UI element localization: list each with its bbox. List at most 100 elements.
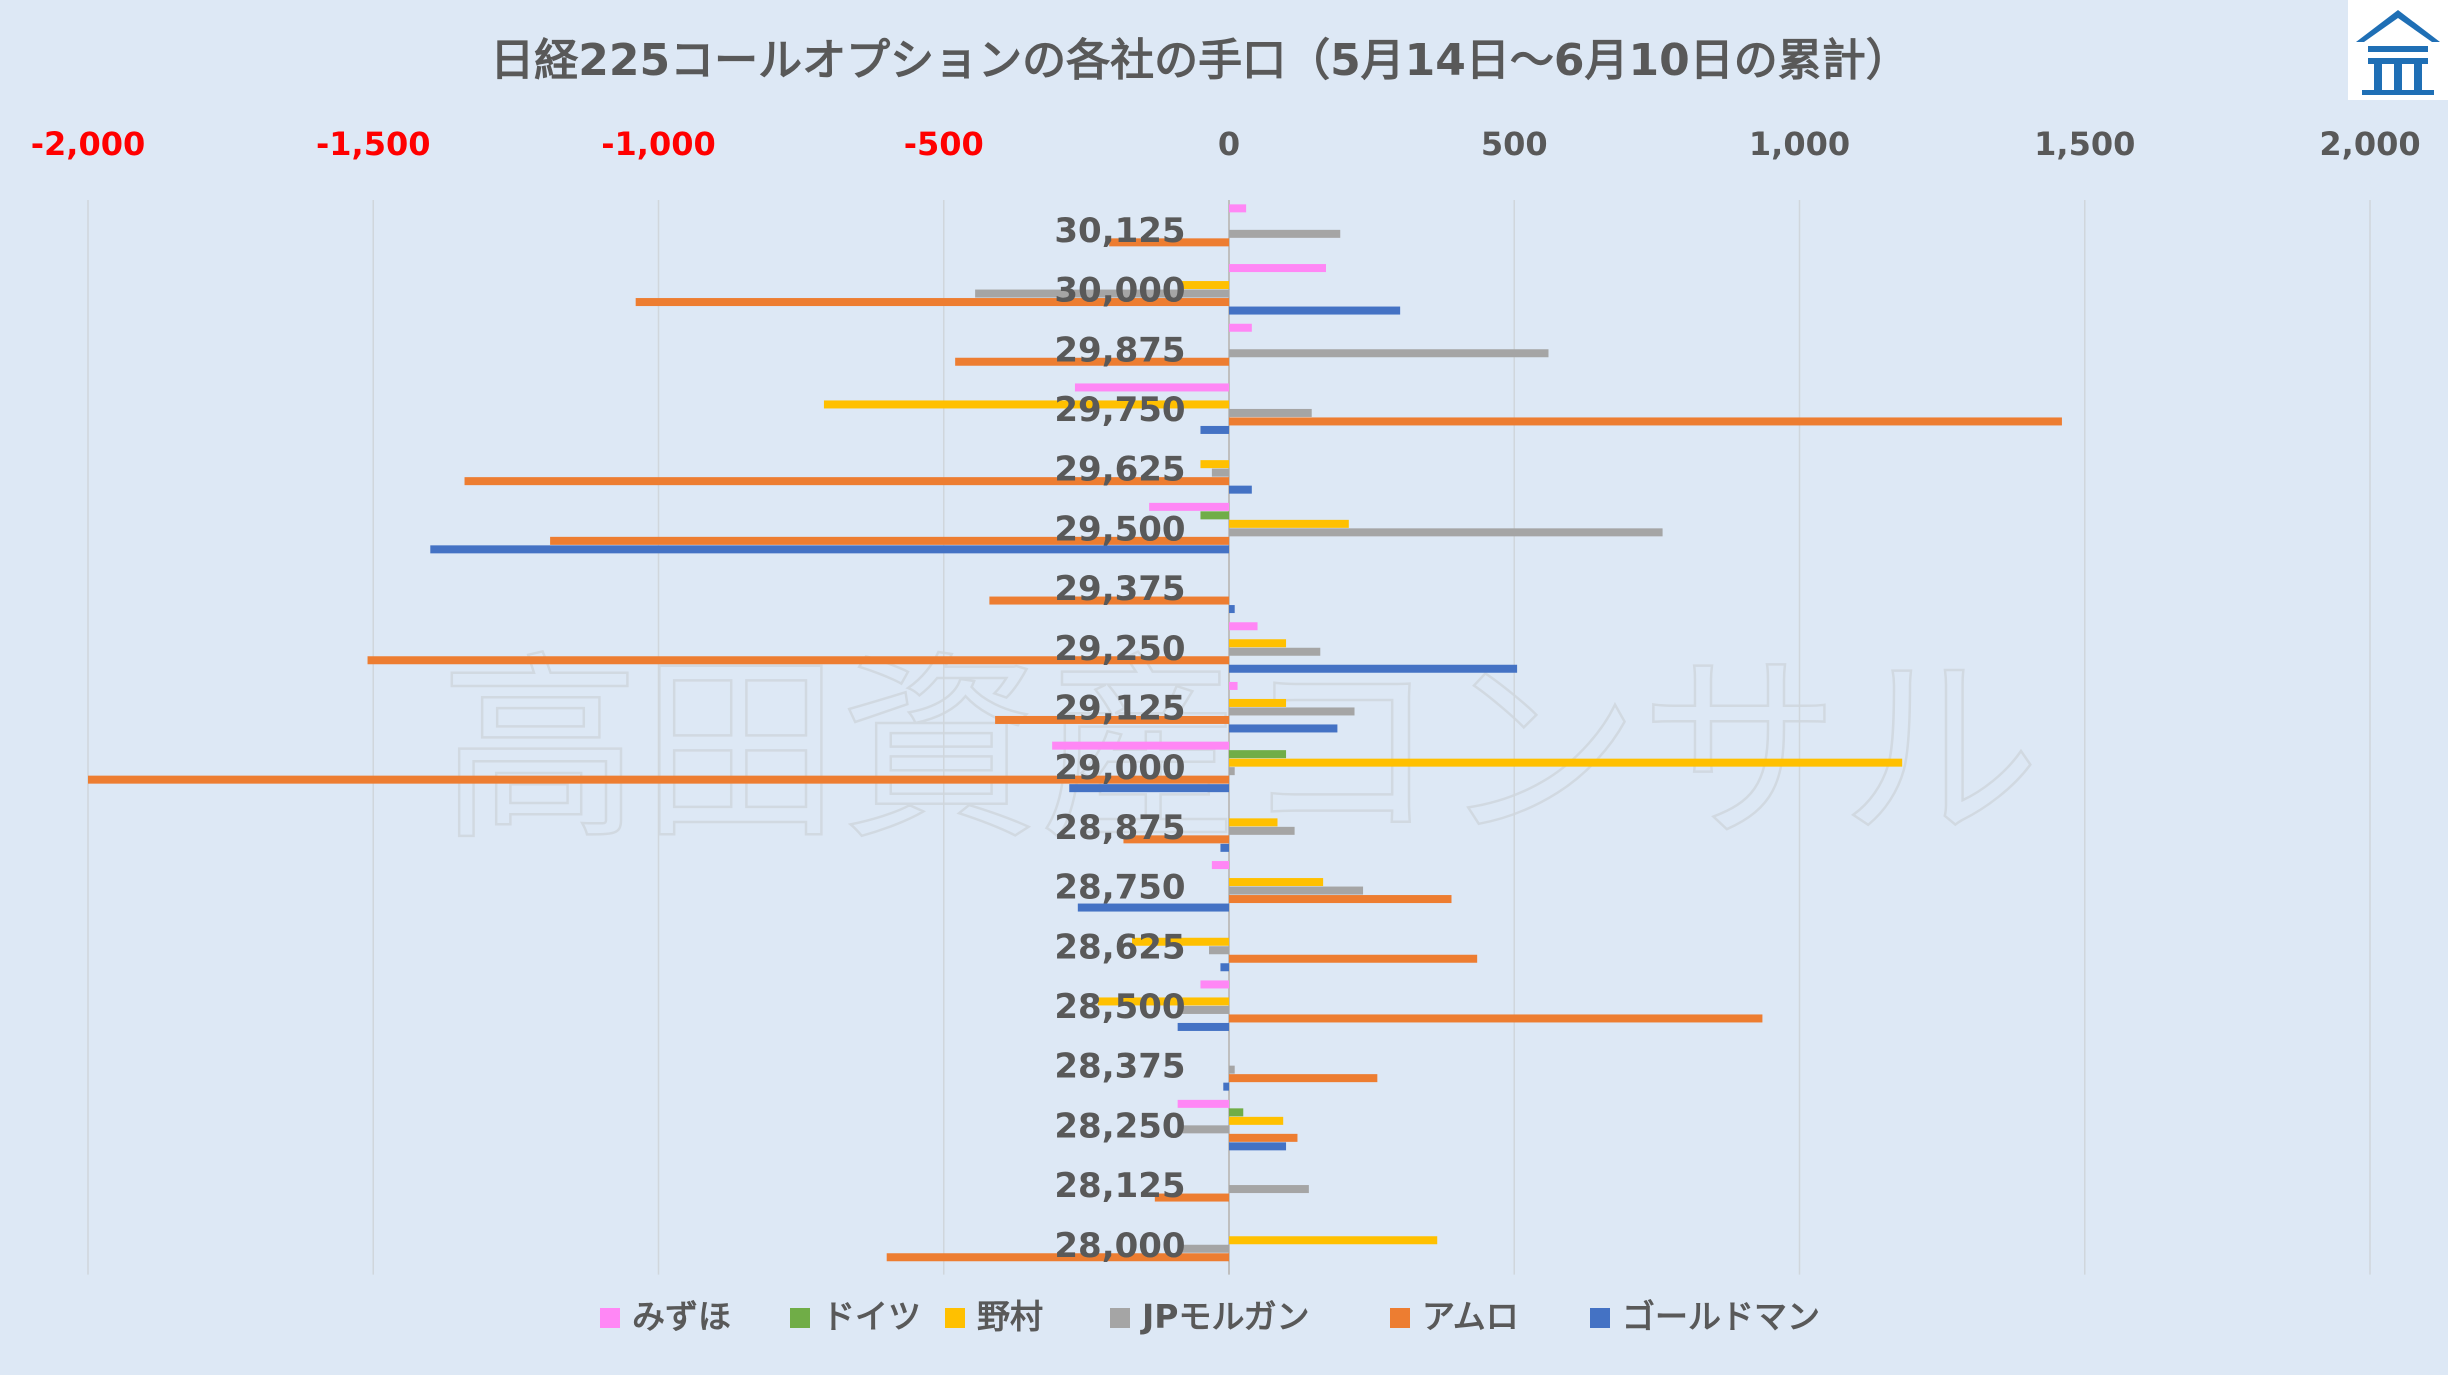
bar <box>1229 698 1287 707</box>
bar <box>1097 997 1229 1006</box>
bar <box>1220 963 1229 972</box>
legend-label: 野村 <box>977 1297 1043 1336</box>
bar <box>989 596 1229 605</box>
x-tick-label: -500 <box>904 125 984 163</box>
legend-swatch <box>600 1308 620 1328</box>
bar <box>1200 460 1229 469</box>
bar <box>1211 468 1229 477</box>
bar <box>1229 1065 1235 1074</box>
bar <box>955 357 1229 366</box>
bar <box>1229 485 1252 494</box>
bar <box>1109 238 1229 247</box>
x-tick-label: -2,000 <box>31 125 146 163</box>
bar <box>1229 528 1663 537</box>
category-label: 28,250 <box>1054 1106 1185 1146</box>
bar <box>1229 750 1287 759</box>
bar <box>1220 843 1229 852</box>
bar <box>1229 1014 1763 1023</box>
bar <box>1229 767 1235 776</box>
bar <box>1229 605 1235 614</box>
bar <box>1223 1082 1229 1091</box>
bar <box>1200 425 1229 434</box>
bar <box>1229 826 1295 835</box>
bar <box>1229 639 1287 648</box>
category-label: 29,750 <box>1054 390 1185 430</box>
bar <box>1229 1185 1309 1194</box>
x-tick-label: 2,000 <box>2319 125 2420 163</box>
bar <box>1177 1099 1229 1108</box>
legend-label: アムロ <box>1422 1297 1519 1336</box>
category-label: 28,875 <box>1054 808 1185 848</box>
bar <box>995 715 1229 724</box>
bar <box>1123 835 1229 844</box>
bar <box>1229 647 1321 656</box>
category-label: 29,875 <box>1054 330 1185 370</box>
bar <box>1229 1133 1298 1142</box>
category-label: 28,375 <box>1054 1047 1185 1087</box>
bar <box>1069 784 1229 793</box>
bar <box>1229 417 2062 426</box>
bar <box>1229 1236 1438 1245</box>
bar <box>1177 1022 1229 1031</box>
bar <box>1077 903 1229 912</box>
x-tick-label: 0 <box>1218 125 1240 163</box>
x-tick-label: -1,500 <box>316 125 431 163</box>
legend-swatch <box>945 1308 965 1328</box>
bar <box>1229 408 1312 417</box>
category-label: 28,750 <box>1054 868 1185 908</box>
bar <box>1229 349 1549 358</box>
bar <box>1229 229 1341 238</box>
bar <box>1200 980 1229 989</box>
bar <box>1229 519 1349 528</box>
bar <box>1211 861 1229 870</box>
bar <box>1177 1125 1229 1134</box>
bar <box>1229 1108 1244 1117</box>
bar <box>1229 306 1401 315</box>
category-label: 29,125 <box>1054 688 1185 728</box>
bar <box>1229 895 1452 904</box>
legend-label: ドイツ <box>822 1297 921 1336</box>
legend-label: ゴールドマン <box>1622 1297 1820 1336</box>
category-label: 28,000 <box>1054 1226 1185 1266</box>
bar <box>1052 741 1229 750</box>
bar <box>1229 878 1324 887</box>
x-tick-label: 1,500 <box>2034 125 2135 163</box>
bar <box>1229 622 1258 631</box>
chart-title: 日経225コールオプションの各社の手口（5月14日～6月10日の累計） <box>490 35 1910 86</box>
bar <box>1229 954 1478 963</box>
legend-label: JPモルガン <box>1140 1297 1309 1336</box>
company-logo-icon <box>2348 0 2448 100</box>
legend-label: みずほ <box>632 1297 731 1336</box>
category-label: 28,125 <box>1054 1166 1185 1206</box>
category-label: 30,000 <box>1054 271 1185 311</box>
bar <box>550 536 1229 545</box>
category-label: 29,375 <box>1054 569 1185 609</box>
bar <box>1177 1244 1229 1253</box>
bar <box>1229 681 1238 690</box>
category-label: 29,250 <box>1054 629 1185 669</box>
category-label: 28,500 <box>1054 987 1185 1027</box>
bar <box>1229 323 1252 332</box>
bar <box>1177 281 1229 290</box>
x-tick-label: -1,000 <box>601 125 716 163</box>
bar <box>1229 707 1355 716</box>
bar <box>1229 204 1247 213</box>
bar <box>1177 1005 1229 1014</box>
bar <box>635 298 1229 307</box>
bar <box>1229 664 1518 673</box>
bar <box>1074 383 1229 392</box>
bar <box>88 775 1229 784</box>
bar <box>1229 818 1278 827</box>
bar <box>1229 1116 1284 1125</box>
legend-swatch <box>1110 1308 1130 1328</box>
category-label: 29,500 <box>1054 509 1185 549</box>
bar <box>886 1253 1229 1262</box>
bar <box>367 656 1229 665</box>
x-tick-label: 500 <box>1481 125 1548 163</box>
bar <box>430 545 1229 554</box>
bar <box>1154 1193 1229 1202</box>
category-label: 29,000 <box>1054 748 1185 788</box>
bar <box>1149 502 1229 511</box>
bar <box>1209 946 1229 955</box>
